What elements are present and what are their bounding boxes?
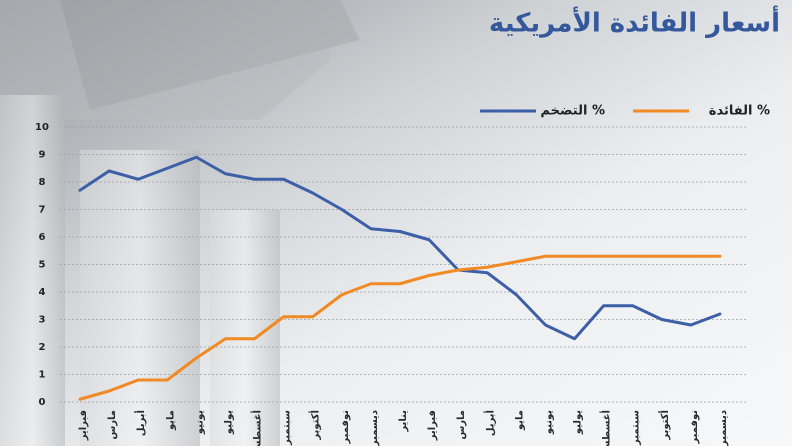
series-line (78, 254, 722, 401)
y-tick-label: 3 (39, 315, 46, 326)
x-tick-label: يوليو (573, 410, 584, 435)
x-tick-label: مارس (456, 410, 467, 440)
x-tick-label: مايو (165, 410, 176, 431)
y-tick-label: 0 (39, 397, 46, 408)
x-tick-label: ديسمبر (718, 410, 729, 446)
x-tick-label: أغسطس (251, 410, 264, 446)
x-tick-label: يونيو (194, 410, 205, 435)
x-tick-label: يونيو (543, 410, 554, 435)
x-tick-label: أكتوبر (309, 410, 322, 441)
legend-label: التضخم % (540, 104, 605, 119)
x-tick-label: مارس (107, 410, 118, 440)
y-tick-label: 5 (39, 260, 46, 271)
y-tick-label: 10 (35, 122, 49, 133)
y-tick-label: 7 (39, 205, 46, 216)
building-photo (0, 0, 360, 446)
x-tick-label: نوفمبر (340, 410, 351, 445)
x-tick-label: فبراير (78, 410, 89, 441)
x-tick-label: أكتوبر (658, 410, 671, 441)
x-tick-label: مايو (514, 410, 525, 431)
x-tick-label: فبراير (427, 410, 438, 441)
y-tick-label: 9 (39, 150, 46, 161)
y-tick-label: 8 (39, 177, 46, 188)
x-tick-label: سبتمبر (282, 410, 293, 446)
x-tick-label: سبتمبر (631, 410, 642, 446)
x-tick-label: أبريل (134, 410, 147, 436)
y-tick-label: 6 (39, 232, 46, 243)
y-tick-label: 1 (39, 370, 46, 381)
x-tick-label: أبريل (483, 410, 496, 436)
chart-title: أسعار الفائدة الأمريكية (489, 6, 780, 39)
legend: التضخم % الفائدة % (480, 104, 770, 119)
y-tick-label: 2 (39, 342, 46, 353)
series-line (78, 155, 722, 341)
y-tick-label: 4 (39, 287, 46, 298)
x-tick-label: نوفمبر (689, 410, 700, 445)
legend-label: الفائدة % (709, 104, 770, 119)
x-tick-label: يوليو (223, 410, 234, 435)
x-tick-label: يناير (398, 410, 409, 433)
x-tick-label: أغسطس (600, 410, 613, 446)
x-tick-label: ديسمبر (369, 410, 380, 446)
